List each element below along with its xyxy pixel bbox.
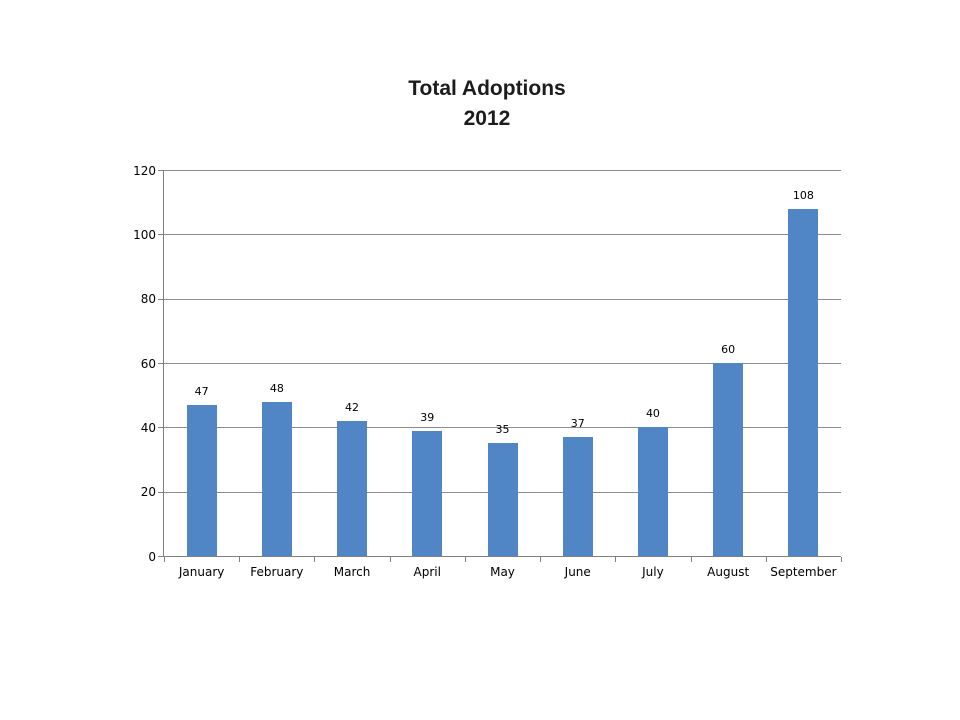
y-axis-tick-80 [158, 298, 164, 300]
x-axis-tick-7 [690, 557, 692, 562]
chart-title-line1: Total Adoptions [408, 77, 566, 100]
x-axis-tick-0 [164, 557, 165, 562]
y-axis-label-20: 20 [140, 485, 156, 500]
x-axis-tick-2 [314, 557, 316, 562]
bar-february [261, 401, 292, 556]
bar-value-label-march: 42 [345, 400, 360, 414]
y-axis-tick-60 [158, 363, 164, 364]
y-axis-tick-20 [158, 491, 164, 493]
gridline-y-40 [164, 427, 841, 429]
bar-value-label-june: 37 [570, 416, 585, 430]
y-axis-tick-0 [158, 556, 164, 557]
x-axis-tick-9 [841, 557, 842, 562]
bar-march [337, 420, 368, 556]
x-axis-tick-4 [464, 557, 466, 562]
bar-september [788, 208, 819, 556]
x-axis-tick-1 [239, 557, 241, 562]
gridline-y-60 [164, 363, 841, 364]
bar-value-label-february: 48 [269, 381, 284, 395]
y-axis-label-0: 0 [148, 549, 156, 564]
y-axis-tick-40 [158, 427, 164, 429]
chart-title: Total Adoptions 2012 [408, 74, 565, 134]
bar-january [186, 404, 217, 556]
bar-value-label-january: 47 [194, 384, 209, 398]
x-axis-tick-3 [389, 557, 391, 562]
bar-value-label-may: 35 [495, 423, 510, 437]
y-axis-tick-120 [158, 170, 164, 171]
bar-august [713, 363, 744, 556]
bar-may [487, 443, 518, 556]
x-axis-label-june: June [564, 565, 591, 579]
bar-value-label-april: 39 [420, 410, 435, 424]
gridline-y-80 [164, 298, 841, 300]
x-axis-tick-5 [540, 557, 542, 562]
x-axis-tick-8 [765, 557, 767, 562]
x-axis-label-august: August [707, 565, 750, 579]
y-axis-label-80: 80 [140, 292, 156, 307]
bar-june [562, 436, 593, 556]
y-axis-label-100: 100 [133, 227, 156, 242]
bar-value-label-september: 108 [792, 188, 814, 202]
bar-july [637, 427, 668, 556]
y-axis-tick-100 [158, 234, 164, 236]
chart-title-line2: 2012 [463, 107, 511, 130]
y-axis-label-40: 40 [140, 420, 156, 435]
x-axis-label-march: March [333, 565, 371, 579]
x-axis-label-may: May [490, 565, 515, 579]
x-axis-label-april: April [413, 565, 441, 579]
plot-area: 0 20 40 60 80 100 120 47 January 48 February 42 Marc… [133, 164, 842, 579]
bar-april [412, 430, 443, 556]
y-axis-label-60: 60 [140, 356, 156, 371]
x-axis-label-february: February [250, 565, 304, 579]
x-axis-label-july: July [642, 565, 664, 579]
y-axis-label-120: 120 [133, 163, 156, 178]
bar-value-label-august: 60 [721, 343, 736, 356]
x-axis-label-september: September [770, 565, 837, 579]
gridline-y-120 [164, 170, 841, 171]
x-axis-tick-6 [615, 557, 617, 562]
x-axis-label-january: January [178, 565, 225, 579]
gridline-y-100 [164, 234, 841, 236]
bar-value-label-july: 40 [645, 407, 660, 421]
